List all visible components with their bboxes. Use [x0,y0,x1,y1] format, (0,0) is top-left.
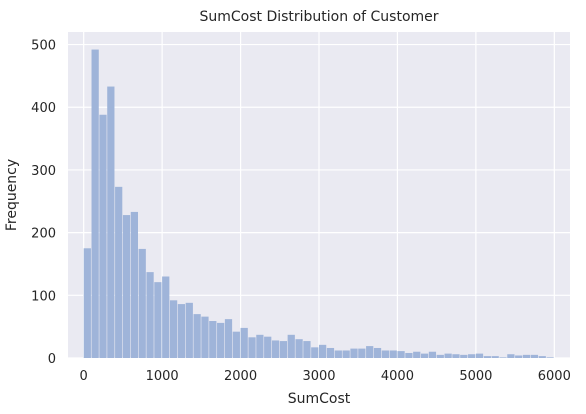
y-tick-label: 400 [31,101,56,116]
x-tick-label: 0 [80,369,88,384]
histogram-bar [303,341,311,358]
histogram-bar [491,356,499,358]
x-tick-label: 5000 [459,369,492,384]
histogram-bar [444,353,452,358]
histogram-bar [522,354,531,358]
histogram-bar [295,339,303,358]
histogram-bar [420,353,429,358]
histogram-bar [248,337,256,358]
y-axis-ticks: 0 100 200 300 400 500 [31,39,56,367]
histogram-bar [122,215,131,358]
histogram-bar [232,331,240,358]
histogram-bar [538,356,546,358]
histogram-bar [115,186,123,358]
histogram-bar [107,86,115,359]
histogram-bar [138,248,146,358]
y-tick-label: 200 [31,227,56,242]
histogram-bar [279,341,288,358]
histogram-bar [193,314,201,358]
histogram-bar [162,276,170,358]
histogram-bar [271,340,280,358]
y-tick-label: 0 [48,352,56,367]
x-tick-label: 2000 [224,369,257,384]
histogram-bar [475,353,484,358]
histogram-bar [217,322,225,358]
histogram-bars [83,49,554,359]
x-tick-label: 6000 [538,369,571,384]
histogram-bar [240,327,248,358]
histogram-bar [201,316,209,358]
x-tick-label: 1000 [146,369,179,384]
histogram-bar [515,355,523,358]
x-tick-label: 4000 [381,369,414,384]
histogram-bar [146,272,154,358]
histogram-bar [350,348,358,358]
histogram-bar [169,300,178,358]
histogram-bar [287,334,295,358]
histogram-bar [264,336,272,358]
histogram-bar [452,354,460,358]
histogram-bar [342,350,350,358]
histogram-bar [99,114,107,358]
histogram-bar [468,354,476,358]
histogram-bar [224,319,233,358]
histogram-bar [91,49,99,359]
histogram-bar [209,321,217,358]
histogram-bar [499,357,507,358]
x-axis-label: SumCost [288,391,351,407]
histogram-bar [311,347,319,358]
histogram-bar [334,350,342,358]
y-tick-label: 300 [31,164,56,179]
x-tick-label: 3000 [302,369,335,384]
x-axis-ticks: 0 1000 2000 3000 4000 5000 6000 [80,369,571,384]
histogram-bar [83,248,91,358]
histogram-bar [319,344,327,358]
histogram-bar [483,356,491,358]
y-axis-label: Frequency [4,159,20,231]
histogram-bar [397,351,405,358]
histogram-bar [177,304,186,358]
histogram-bar [326,347,335,358]
histogram-bar [185,302,193,358]
histogram-bar [389,350,397,358]
histogram-bar [428,351,437,358]
histogram-bar [358,348,366,358]
y-tick-label: 500 [31,39,56,54]
histogram-bar [546,357,554,358]
histogram-bar [530,354,539,358]
histogram-bar [366,346,374,358]
histogram-bar [436,354,444,358]
histogram-bar [154,282,162,358]
chart-title: SumCost Distribution of Customer [199,9,438,25]
histogram-bar [405,352,413,358]
histogram-bar [130,211,138,358]
histogram-bar [256,334,264,358]
y-tick-label: 100 [31,289,56,304]
histogram-bar [460,354,468,358]
histogram-bar [381,350,389,358]
histogram-bar [373,347,382,358]
histogram-bar [413,351,421,358]
histogram-bar [507,354,515,358]
